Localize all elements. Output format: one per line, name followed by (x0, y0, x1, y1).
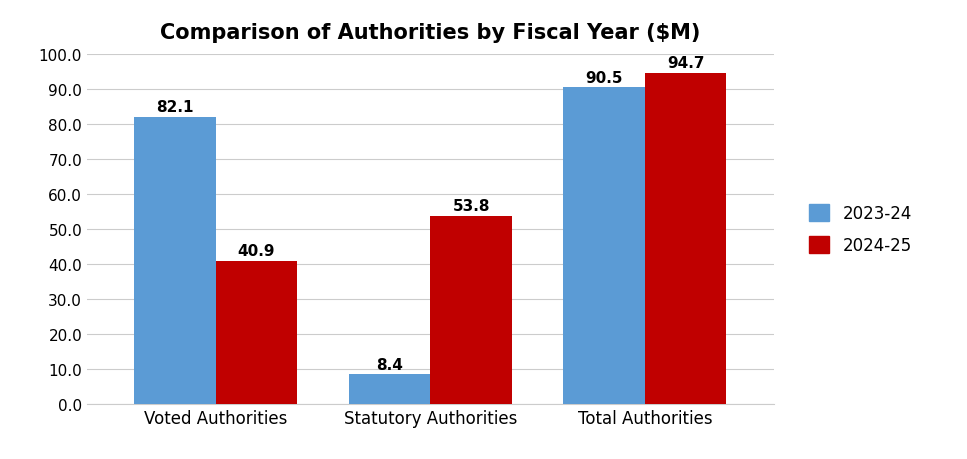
Text: 40.9: 40.9 (238, 243, 276, 258)
Legend: 2023-24, 2024-25: 2023-24, 2024-25 (796, 191, 925, 268)
Text: 94.7: 94.7 (667, 56, 704, 71)
Text: 82.1: 82.1 (157, 100, 193, 115)
Bar (645, 73, 726, 404)
Text: 90.5: 90.5 (585, 71, 623, 85)
Title: Comparison of Authorities by Fiscal Year ($M): Comparison of Authorities by Fiscal Year… (161, 22, 700, 42)
Bar (134, 118, 216, 404)
Bar (216, 261, 297, 404)
Text: 8.4: 8.4 (376, 357, 403, 372)
Bar (349, 375, 430, 404)
Bar (430, 216, 512, 404)
Bar (564, 88, 645, 404)
Text: 53.8: 53.8 (453, 198, 490, 213)
